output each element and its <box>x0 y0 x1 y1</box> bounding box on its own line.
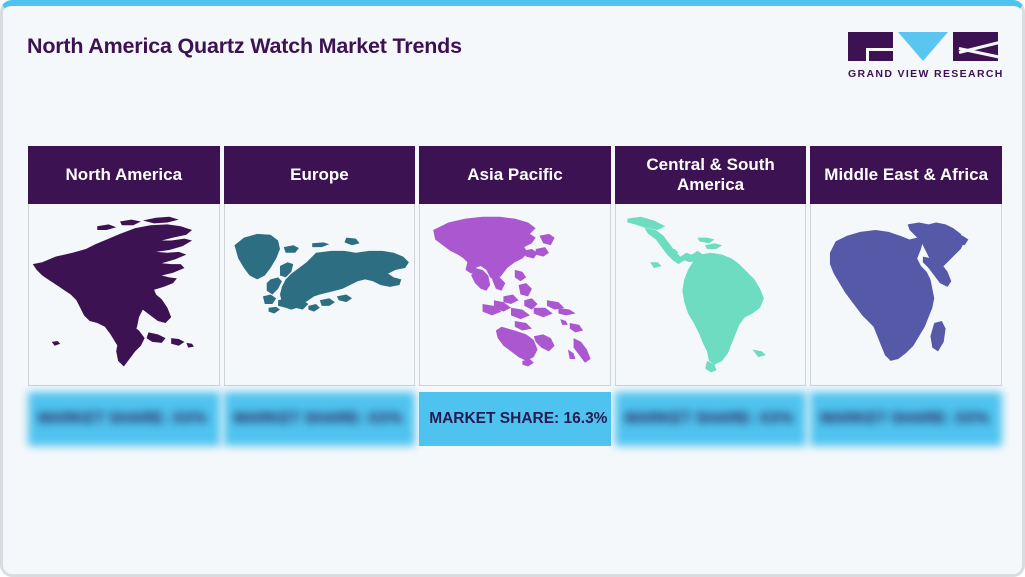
page-title: North America Quartz Watch Market Trends <box>27 34 462 58</box>
region-map-panel-central-south-america <box>614 204 807 386</box>
region-map-panel-north-america <box>28 204 220 386</box>
market-share-badge-north-america: MARKET SHARE: XX% <box>28 392 220 446</box>
region-card-central-south-america: Central & South America <box>614 146 807 446</box>
logo-r-block-icon <box>953 32 998 61</box>
page-header: North America Quartz Watch Market Trends… <box>3 6 1022 118</box>
region-map-panel-asia-pacific <box>419 204 611 386</box>
region-map-panel-middle-east-africa <box>810 204 1002 386</box>
logo-wordmark: GRAND VIEW RESEARCH <box>848 68 1004 80</box>
grand-view-research-logo: GRAND VIEW RESEARCH <box>848 32 1004 80</box>
region-card-asia-pacific: Asia Pacific <box>419 146 611 446</box>
north-america-map <box>32 216 194 367</box>
market-share-badge-central-south-america: MARKET SHARE: XX% <box>614 392 807 446</box>
region-card-middle-east-africa: Middle East & Africa MARKET SHARE: XX% <box>810 146 1002 446</box>
region-header-north-america: North America <box>28 146 220 204</box>
logo-v-triangle-icon <box>898 32 948 61</box>
region-map-panel-europe <box>223 204 416 386</box>
region-header-central-south-america: Central & South America <box>614 146 807 204</box>
logo-g-block-icon <box>848 32 893 61</box>
region-header-middle-east-africa: Middle East & Africa <box>810 146 1002 204</box>
asia-pacific-map <box>433 216 591 367</box>
middle-east-africa-map <box>830 222 969 361</box>
gvr-logo-mark <box>848 32 998 61</box>
region-card-row: North America MARKET SH <box>28 146 1002 446</box>
europe-map <box>234 233 409 314</box>
central-south-america-map <box>627 216 766 373</box>
region-header-asia-pacific: Asia Pacific <box>419 146 611 204</box>
market-share-badge-europe: MARKET SHARE: XX% <box>223 392 416 446</box>
region-card-europe: Europe <box>223 146 416 446</box>
region-card-north-america: North America MARKET SH <box>28 146 220 446</box>
market-share-badge-asia-pacific: MARKET SHARE: 16.3% <box>419 392 611 446</box>
region-header-europe: Europe <box>223 146 416 204</box>
market-share-badge-middle-east-africa: MARKET SHARE: XX% <box>810 392 1002 446</box>
